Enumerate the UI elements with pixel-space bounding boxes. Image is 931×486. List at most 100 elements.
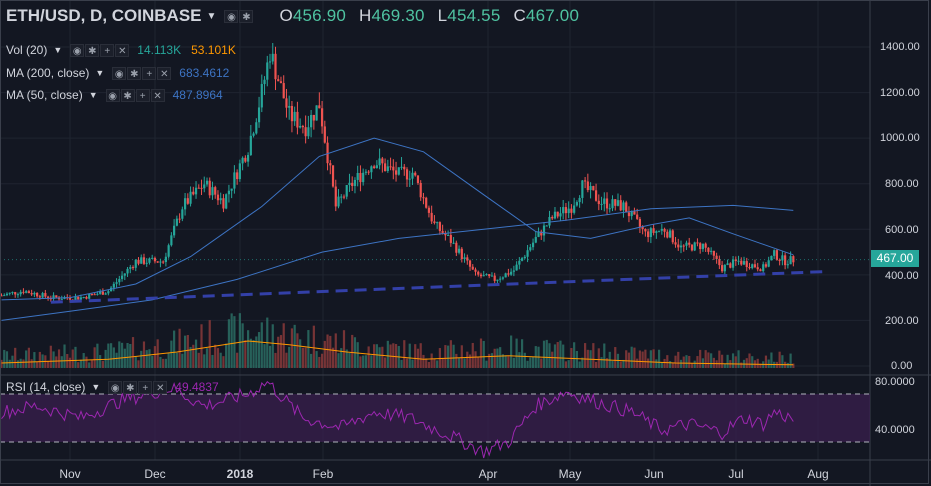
symbol-header: ETH/USD, D, COINBASE ▼ ◉ ✱ O456.90 H469.3… <box>6 6 579 26</box>
candle-body <box>400 166 403 168</box>
volume-bar <box>649 350 652 368</box>
volume-bar <box>627 352 631 368</box>
volume-bar <box>463 358 466 368</box>
volume-bar <box>781 355 784 368</box>
candle-body <box>449 234 452 243</box>
candle-body <box>30 293 33 295</box>
close-icon[interactable]: ✕ <box>153 380 168 394</box>
chevron-down-icon[interactable]: ▼ <box>88 90 98 100</box>
candle-body <box>129 267 132 269</box>
candle-body <box>120 275 124 279</box>
volume-bar <box>493 348 496 368</box>
volume-bar <box>88 362 91 368</box>
gear-icon[interactable]: ✱ <box>127 66 142 80</box>
price-tick: 600.00 <box>885 224 919 236</box>
volume-bar <box>148 349 151 368</box>
gear-icon[interactable]: ✱ <box>85 43 100 57</box>
rsi-tick: 40.0000 <box>875 424 915 436</box>
volume-bar <box>129 344 132 368</box>
ma50-legend[interactable]: MA (50, close) ▼ ◉ ✱ + ✕ 487.8964 <box>6 88 223 102</box>
gear-icon[interactable]: ✱ <box>239 9 254 23</box>
volume-bar <box>326 334 329 368</box>
volume-bar <box>63 344 66 368</box>
volume-bar <box>170 340 173 368</box>
chevron-down-icon[interactable]: ▼ <box>206 10 217 22</box>
volume-bar <box>430 353 433 368</box>
price-tick: 1200.00 <box>880 87 920 99</box>
candle-body <box>79 297 83 300</box>
candle-body <box>299 125 302 128</box>
volume-bar <box>553 344 557 368</box>
volume-bar <box>770 352 773 368</box>
candle-body <box>293 111 296 122</box>
candle-body <box>479 274 483 277</box>
candle-body <box>616 200 620 206</box>
candle-body <box>531 242 535 248</box>
volume-bar <box>214 344 217 368</box>
volume-bar <box>466 351 469 368</box>
close-icon[interactable]: ✕ <box>150 88 165 102</box>
candle-body <box>614 199 617 206</box>
rsi-legend[interactable]: RSI (14, close) ▼ ◉ ✱ + ✕ 49.4837 <box>6 380 219 394</box>
symbol-label[interactable]: ETH/USD, D, COINBASE <box>6 6 202 25</box>
gear-icon[interactable]: ✱ <box>123 380 138 394</box>
price-tick: 800.00 <box>885 178 919 190</box>
volume-bar <box>567 360 570 368</box>
candle-body <box>194 187 198 195</box>
chevron-down-icon[interactable]: ▼ <box>91 382 101 392</box>
candle-body <box>342 196 346 198</box>
volume-bar <box>246 330 250 368</box>
symbol-controls: ◉ ✱ <box>224 9 254 23</box>
gear-icon[interactable]: ✱ <box>120 88 135 102</box>
candle-body <box>562 207 565 214</box>
plus-icon[interactable]: + <box>100 43 115 57</box>
candle-body <box>285 98 288 108</box>
eye-icon[interactable]: ◉ <box>105 88 120 102</box>
candle-body <box>233 172 236 189</box>
close-icon[interactable]: ✕ <box>157 66 172 80</box>
time-tick: Apr <box>478 467 498 481</box>
volume-bar <box>181 353 184 368</box>
candle-body <box>216 194 220 201</box>
volume-bar <box>208 320 211 368</box>
volume-bar <box>288 346 291 368</box>
volume-bar <box>520 339 524 368</box>
volume-bar <box>109 343 113 368</box>
candle-body <box>433 221 436 223</box>
chevron-down-icon[interactable]: ▼ <box>95 68 105 78</box>
eye-icon[interactable]: ◉ <box>224 9 239 23</box>
close-icon[interactable]: ✕ <box>115 43 130 57</box>
volume-bar <box>545 339 548 368</box>
eye-icon[interactable]: ◉ <box>108 380 123 394</box>
candle-body <box>52 295 55 299</box>
volume-bar <box>690 362 694 368</box>
candle-body <box>85 296 88 299</box>
candle-body <box>14 292 17 295</box>
volume-bar <box>38 351 41 368</box>
vol-legend[interactable]: Vol (20) ▼ ◉ ✱ + ✕ 14.113K 53.101K <box>6 43 236 57</box>
plus-icon[interactable]: + <box>142 66 157 80</box>
candle-body <box>477 271 480 275</box>
candle-body <box>542 225 546 236</box>
candle-body <box>589 186 592 191</box>
candle-body <box>600 203 603 205</box>
candle-body <box>246 155 250 162</box>
plus-icon[interactable]: + <box>135 88 150 102</box>
eye-icon[interactable]: ◉ <box>70 43 85 57</box>
volume-bar <box>721 354 724 368</box>
volume-bar <box>49 345 52 368</box>
volume-bar <box>19 358 22 368</box>
chevron-down-icon[interactable]: ▼ <box>53 45 63 55</box>
candle-body <box>279 81 283 84</box>
plus-icon[interactable]: + <box>138 380 153 394</box>
eye-icon[interactable]: ◉ <box>112 66 127 80</box>
volume-bar <box>222 356 225 368</box>
volume-bar <box>512 357 515 368</box>
candle-body <box>784 255 787 266</box>
volume-bar <box>657 349 661 368</box>
ma200-legend[interactable]: MA (200, close) ▼ ◉ ✱ + ✕ 683.4612 <box>6 66 229 80</box>
candle-body <box>151 257 154 259</box>
volume-bar <box>134 356 137 368</box>
